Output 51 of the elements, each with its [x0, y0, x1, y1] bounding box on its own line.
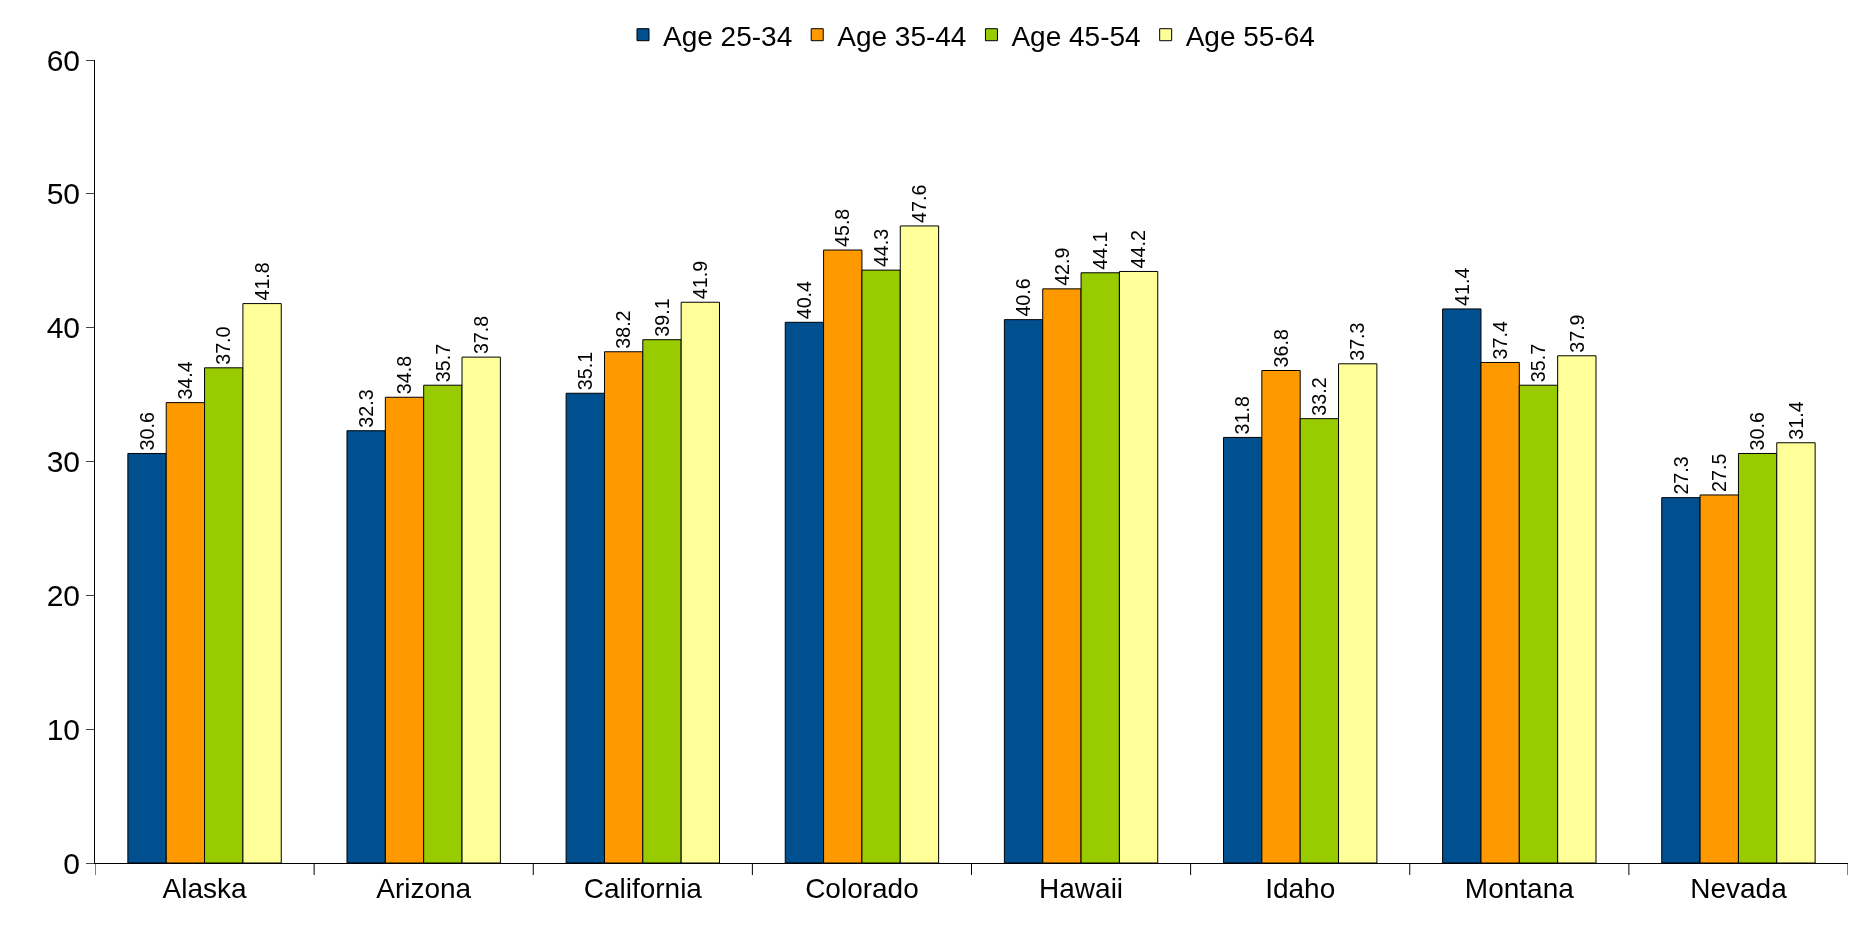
legend-label: Age 45-54	[1011, 20, 1141, 52]
x-tick-label: California	[583, 872, 703, 904]
data-label: 35.7	[431, 343, 454, 383]
data-label: 38.2	[612, 310, 635, 349]
data-label: 42.9	[1050, 247, 1073, 286]
data-label: 41.4	[1450, 267, 1473, 306]
x-tick-label: Colorado	[805, 872, 919, 904]
y-tick-label: 20	[46, 578, 80, 612]
y-tick-label: 40	[46, 311, 80, 345]
x-tick-label: Nevada	[1690, 872, 1788, 904]
data-label: 45.8	[831, 208, 854, 248]
data-label: 33.2	[1308, 377, 1331, 416]
legend-label: Age 25-34	[663, 20, 793, 52]
data-label: 35.7	[1527, 343, 1550, 383]
y-tick-label: 0	[63, 846, 80, 880]
data-label: 37.8	[469, 315, 492, 355]
y-tick-label: 50	[46, 177, 80, 211]
data-label: 37.4	[1488, 321, 1511, 360]
data-label: 44.2	[1127, 230, 1150, 269]
data-label: 44.3	[869, 228, 892, 268]
legend-label: Age 55-64	[1185, 20, 1315, 52]
data-label: 41.9	[689, 260, 712, 300]
data-label: 34.8	[393, 355, 416, 395]
data-label: 27.3	[1669, 456, 1692, 495]
data-label: 31.8	[1231, 396, 1254, 435]
data-label: 30.6	[1746, 412, 1769, 451]
x-tick-label: Hawaii	[1039, 872, 1124, 904]
data-label: 40.6	[1012, 278, 1035, 317]
data-label: 35.1	[574, 351, 597, 391]
data-label: 37.0	[212, 326, 235, 365]
x-tick-label: Idaho	[1265, 872, 1336, 904]
data-label: 37.9	[1565, 314, 1588, 353]
data-label: 44.1	[1088, 231, 1111, 270]
y-tick-label: 60	[46, 43, 80, 77]
data-label: 37.3	[1346, 322, 1369, 361]
data-label: 40.4	[793, 280, 816, 320]
data-label: 27.5	[1707, 453, 1730, 492]
data-label: 41.8	[250, 262, 273, 301]
data-label: 39.1	[650, 298, 673, 337]
data-label: 30.6	[135, 412, 158, 451]
data-label: 32.3	[354, 389, 377, 428]
x-tick-label: Arizona	[376, 872, 472, 904]
data-label: 47.6	[908, 184, 931, 223]
data-label: 34.4	[174, 361, 197, 400]
data-label: 31.4	[1784, 401, 1807, 440]
x-tick-label: Montana	[1464, 872, 1575, 904]
x-tick-label: Alaska	[162, 872, 248, 904]
data-label: 36.8	[1269, 329, 1292, 368]
y-tick-label: 30	[46, 445, 80, 478]
y-tick-label: 10	[46, 712, 80, 746]
legend-label: Age 35-44	[837, 20, 967, 52]
